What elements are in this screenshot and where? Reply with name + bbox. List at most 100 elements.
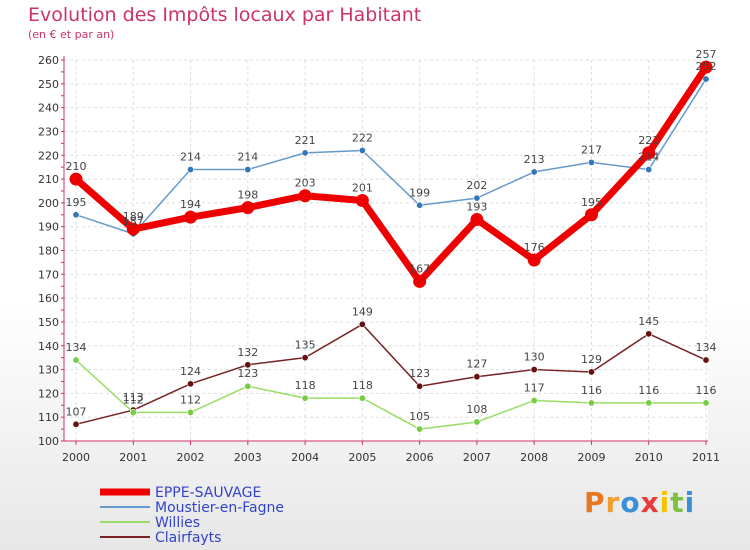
series-point [241, 201, 255, 215]
series-point [530, 366, 538, 374]
series-point [126, 222, 140, 236]
data-label: 134 [696, 341, 717, 354]
data-label: 195 [581, 196, 602, 209]
data-label: 132 [237, 346, 258, 359]
data-label: 116 [581, 384, 602, 397]
series-point [699, 60, 713, 74]
y-tick-label: 120 [38, 387, 59, 400]
data-label: 195 [66, 196, 87, 209]
y-tick-label: 190 [38, 221, 59, 234]
y-tick-label: 240 [38, 102, 59, 115]
x-tick-label: 2008 [520, 451, 548, 464]
data-label: 135 [295, 339, 316, 352]
series-point [187, 166, 195, 174]
grid [64, 59, 708, 442]
data-label: 214 [180, 151, 201, 164]
x-tick-label: 2009 [577, 451, 605, 464]
series-point [473, 418, 481, 426]
x-tick-label: 2003 [234, 451, 262, 464]
series-point [530, 397, 538, 405]
data-label: 213 [524, 153, 545, 166]
data-label: 127 [466, 358, 487, 371]
series-point [69, 172, 83, 186]
series [69, 60, 713, 433]
data-label: 116 [638, 384, 659, 397]
series-point [301, 354, 309, 362]
x-tick-label: 2005 [348, 451, 376, 464]
data-label: 118 [352, 379, 373, 392]
series-point [702, 75, 710, 83]
data-label: 257 [696, 48, 717, 61]
series-point [473, 373, 481, 381]
data-labels: 210 189 194 198 203 201 167 193 176 195 221 257 195 1… [66, 48, 717, 423]
data-label: 149 [352, 305, 373, 318]
legend-label: EPPE-SAUVAGE [155, 485, 261, 501]
axes: 100 110 120 130 140 150 160 170 180 190 200 210 220 2… [38, 54, 720, 464]
data-label: 145 [638, 315, 659, 328]
data-label: 176 [524, 241, 545, 254]
logo-letter: i [659, 486, 671, 519]
y-tick-label: 210 [38, 173, 59, 186]
x-tick-label: 2007 [463, 451, 491, 464]
y-tick-label: 100 [38, 435, 59, 448]
series-point [72, 356, 80, 364]
data-label: 199 [409, 186, 430, 199]
series-line [73, 65, 709, 285]
series-point [702, 356, 710, 364]
logo-letter: P [584, 486, 606, 519]
data-label: 107 [66, 405, 87, 418]
series-line [75, 323, 707, 426]
series-point [129, 408, 137, 416]
y-tick-label: 250 [38, 78, 59, 91]
data-label: 214 [237, 151, 258, 164]
series-point [587, 399, 595, 407]
series-point [413, 274, 427, 288]
chart-subtitle: (en € et par an) [28, 28, 115, 41]
series-point [301, 149, 309, 157]
series-point [473, 194, 481, 202]
x-tick-label: 2006 [406, 451, 434, 464]
data-label: 221 [638, 134, 659, 147]
y-tick-label: 220 [38, 149, 59, 162]
series-point [244, 166, 252, 174]
y-tick-label: 130 [38, 364, 59, 377]
y-tick-label: 230 [38, 125, 59, 138]
data-label: 198 [237, 189, 258, 202]
legend-label: Moustier-en-Fagne [155, 500, 284, 516]
series-point [527, 253, 541, 267]
data-label: 222 [352, 131, 373, 144]
data-label: 221 [295, 134, 316, 147]
series-point [416, 425, 424, 433]
data-label: 129 [581, 353, 602, 366]
data-label: 210 [66, 160, 87, 173]
series-point [587, 158, 595, 166]
x-tick-label: 2004 [291, 451, 319, 464]
y-tick-label: 180 [38, 245, 59, 258]
data-label: 187 [123, 215, 144, 228]
series-point [584, 208, 598, 222]
y-tick-label: 110 [38, 411, 59, 424]
data-label: 130 [524, 351, 545, 364]
y-tick-label: 150 [38, 316, 59, 329]
data-label: 123 [409, 367, 430, 380]
x-tick-label: 2011 [692, 451, 720, 464]
data-label: 105 [409, 410, 430, 423]
data-label: 189 [123, 210, 144, 223]
data-label: 203 [295, 177, 316, 190]
data-label: 112 [123, 393, 144, 406]
logo-letter: t [670, 486, 685, 519]
x-tick-label: 2002 [177, 451, 205, 464]
data-label: 118 [295, 379, 316, 392]
series-point [416, 382, 424, 390]
logo-letter: x [640, 486, 660, 519]
logo-letter: o [620, 486, 641, 519]
series-point [187, 380, 195, 388]
data-label: 123 [237, 367, 258, 380]
series-point [645, 399, 653, 407]
data-label: 117 [524, 382, 545, 395]
legend-label: Willies [155, 515, 200, 531]
logo-letter: r [605, 486, 621, 519]
x-tick-label: 2001 [119, 451, 147, 464]
series-point [470, 213, 484, 227]
series-point [355, 193, 369, 207]
